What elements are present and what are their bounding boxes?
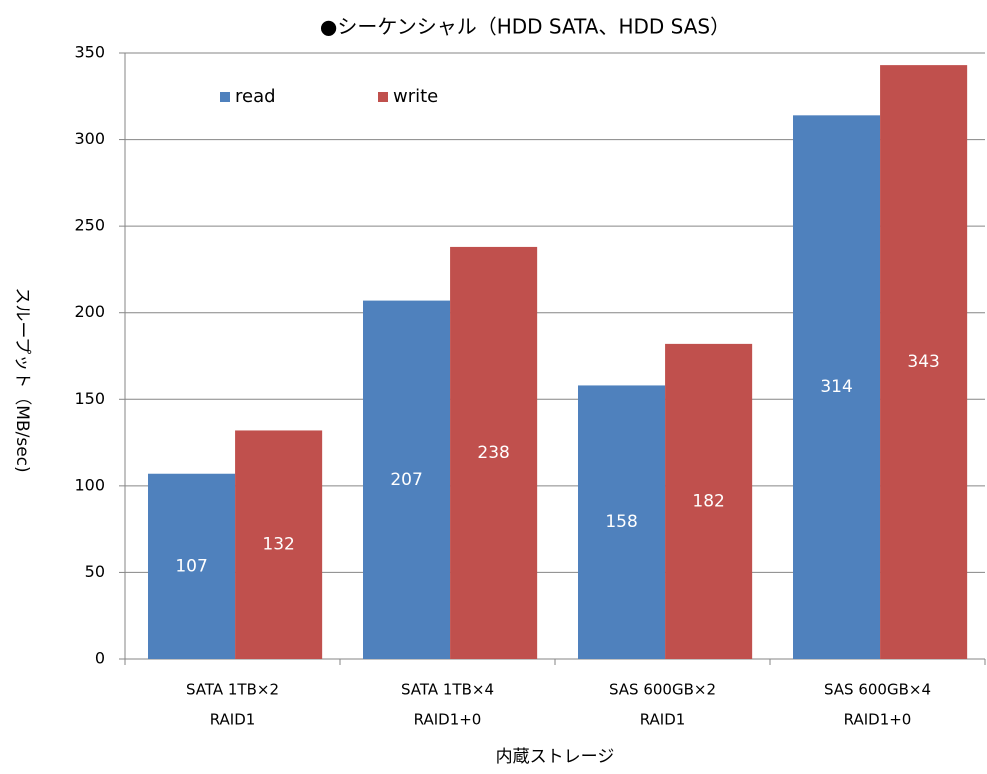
bar — [665, 343, 753, 659]
x-tick-label: RAID1 — [640, 711, 686, 729]
value-label: 207 — [390, 470, 422, 490]
bar — [578, 385, 666, 659]
legend-swatch — [378, 92, 388, 102]
y-axis-label: スループット（MB/sec) — [12, 287, 32, 472]
x-tick-label: RAID1+0 — [844, 711, 912, 729]
legend-swatch — [220, 92, 230, 102]
chart-title: ●シーケンシャル（HDD SATA、HDD SAS） — [320, 15, 730, 39]
value-label: 107 — [175, 556, 207, 576]
x-tick-label: SATA 1TB×2 — [186, 681, 279, 699]
value-label: 158 — [605, 512, 637, 532]
y-tick-label: 350 — [74, 43, 105, 62]
x-axis-label: 内蔵ストレージ — [496, 747, 615, 767]
value-label: 182 — [692, 491, 724, 511]
y-tick-label: 50 — [85, 562, 105, 581]
x-tick-label: SAS 600GB×4 — [824, 681, 931, 699]
x-tick-label: SAS 600GB×2 — [609, 681, 716, 699]
legend-label: read — [235, 86, 276, 107]
x-tick-label: SATA 1TB×4 — [401, 681, 494, 699]
bar — [450, 246, 538, 660]
y-tick-label: 200 — [74, 302, 105, 321]
y-tick-label: 0 — [95, 649, 105, 668]
bar — [235, 430, 323, 659]
y-tick-label: 100 — [74, 475, 105, 494]
value-label: 343 — [907, 352, 939, 372]
y-tick-label: 300 — [74, 129, 105, 148]
legend-label: write — [393, 86, 438, 107]
value-label: 132 — [262, 535, 294, 555]
bar — [363, 300, 451, 659]
y-tick-label: 250 — [74, 216, 105, 235]
bar — [880, 65, 968, 660]
x-tick-label: RAID1+0 — [414, 711, 482, 729]
value-label: 238 — [477, 443, 509, 463]
bar — [793, 115, 881, 660]
y-tick-label: 150 — [74, 389, 105, 408]
x-tick-label: RAID1 — [210, 711, 256, 729]
value-label: 314 — [820, 377, 852, 397]
bar — [148, 473, 236, 659]
